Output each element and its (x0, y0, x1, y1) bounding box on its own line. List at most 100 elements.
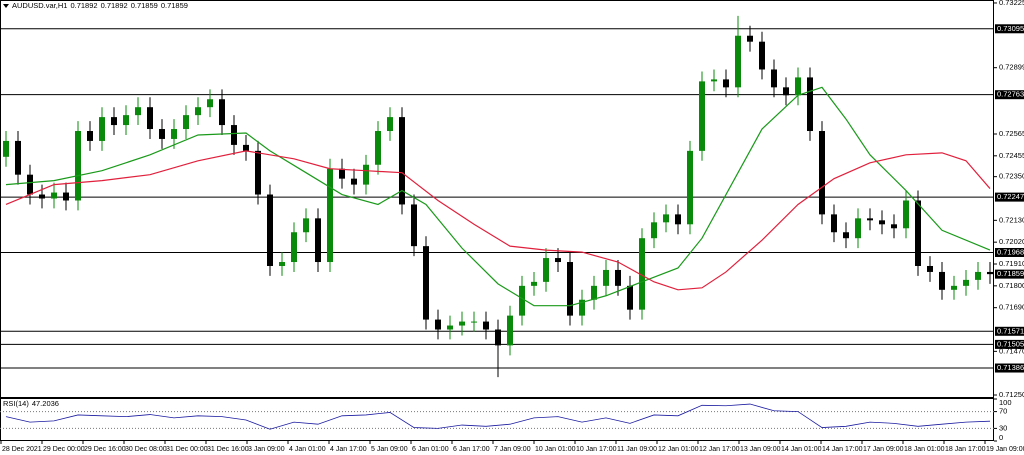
candle-body (807, 77, 813, 132)
level-label: 0.72247 (997, 192, 1024, 201)
candle-body (195, 107, 201, 116)
candle-body (183, 115, 189, 130)
candle-body (459, 321, 465, 326)
level-label-box (995, 339, 1024, 349)
candle-body (135, 107, 141, 116)
candle-body (243, 144, 249, 151)
candle-body (3, 140, 9, 157)
candle-body (123, 115, 129, 126)
x-tick-label: 4 Jan 17:00 (330, 446, 367, 453)
level-label-box (995, 326, 1024, 336)
x-tick-label: 28 Dec 2021 (2, 446, 42, 453)
candle-body (927, 265, 933, 272)
candle-body (435, 319, 441, 330)
candle-body (951, 285, 957, 290)
candle-body (291, 232, 297, 263)
level-label-box (995, 363, 1024, 373)
candle-body (279, 262, 285, 266)
candle-body (219, 99, 225, 126)
candle-body (111, 117, 117, 126)
x-tick-label: 3 Jan 09:00 (248, 446, 285, 453)
x-tick-label: 12 Jan 01:00 (658, 446, 699, 453)
candle-body (471, 321, 477, 323)
candle-body (363, 164, 369, 185)
y-tick-label: 0.72020 (999, 237, 1024, 246)
x-tick-label: 31 Dec 16:00 (207, 446, 249, 453)
candle-body (723, 79, 729, 88)
candle-body (15, 140, 21, 175)
candle-body (351, 178, 357, 185)
candle-body (651, 222, 657, 239)
x-tick-label: 10 Jan 17:00 (576, 446, 617, 453)
x-tick-label: 4 Jan 01:00 (289, 446, 326, 453)
candle-body (171, 129, 177, 139)
quote-high: 0.71892 (101, 1, 128, 10)
candle-body (903, 200, 909, 229)
candle-body (675, 214, 681, 225)
candle-body (411, 204, 417, 247)
x-tick-label: 29 Dec 00:00 (43, 446, 85, 453)
y-tick-label: 0.73225 (999, 0, 1024, 7)
y-tick-label: 0.72455 (999, 151, 1024, 160)
rsi-tick-label: 100 (999, 398, 1012, 407)
candle-body (615, 269, 621, 286)
x-tick-label: 12 Jan 17:00 (699, 446, 740, 453)
x-tick-label: 6 Jan 01:00 (412, 446, 449, 453)
candle-body (87, 131, 93, 141)
y-tick-label: 0.71690 (999, 303, 1024, 312)
candle-body (339, 168, 345, 179)
candle-body (267, 194, 273, 266)
rsi-value: 47.2036 (32, 399, 59, 408)
candle-body (303, 218, 309, 233)
rsi-header: RSI(14) 47.2036 (3, 399, 59, 408)
moving-average-line (5, 86, 991, 307)
rsi-tick-label: 30 (999, 423, 1007, 432)
candle-body (315, 218, 321, 263)
level-label: 0.73095 (997, 24, 1024, 33)
level-label-box (995, 90, 1024, 100)
current-price-box (995, 269, 1024, 279)
candle-body (963, 279, 969, 286)
x-tick-label: 14 Jan 17:00 (822, 446, 863, 453)
candle-body (75, 131, 81, 201)
candle-body (819, 131, 825, 215)
rsi-line (5, 403, 991, 430)
x-tick-label: 29 Dec 16:00 (84, 446, 126, 453)
main-pane-frame (0, 0, 994, 398)
x-tick-label: 14 Jan 01:00 (781, 446, 822, 453)
y-tick-label: 0.71250 (999, 390, 1024, 399)
candle-body (639, 238, 645, 310)
menu-triangle[interactable] (3, 4, 9, 8)
candle-body (915, 200, 921, 266)
candle-body (567, 262, 573, 316)
candle-body (327, 168, 333, 263)
level-label: 0.71505 (997, 339, 1024, 348)
candle-body (879, 220, 885, 225)
current-price-label: 0.71859 (997, 269, 1024, 278)
y-tick-label: 0.71470 (999, 346, 1024, 355)
rsi-label: RSI(14) (3, 399, 29, 408)
quote-open: 0.71892 (70, 1, 97, 10)
quote-close: 0.71859 (161, 1, 188, 10)
candle-body (843, 232, 849, 239)
x-tick-label: 11 Jan 09:00 (617, 446, 657, 453)
level-label-box (995, 24, 1024, 34)
candle-body (687, 150, 693, 225)
x-tick-label: 18 Jan 17:00 (945, 446, 986, 453)
candle-body (147, 107, 153, 130)
rsi-tick-label: 70 (999, 407, 1007, 416)
candle-body (423, 246, 429, 320)
candle-body (255, 150, 261, 195)
symbol-header: AUDUSD.var,H1 0.71892 0.71892 0.71859 0.7185… (12, 1, 188, 10)
x-tick-label: 13 Jan 09:00 (740, 446, 781, 453)
y-tick-label: 0.72130 (999, 215, 1024, 224)
candle-body (831, 214, 837, 233)
x-tick-label: 30 Dec 08:00 (125, 446, 167, 453)
symbol: AUDUSD.var,H1 (12, 1, 67, 10)
level-label-box (995, 247, 1024, 257)
candle-body (603, 269, 609, 286)
level-label: 0.71571 (997, 326, 1024, 335)
candle-body (747, 35, 753, 42)
candle-body (771, 69, 777, 88)
